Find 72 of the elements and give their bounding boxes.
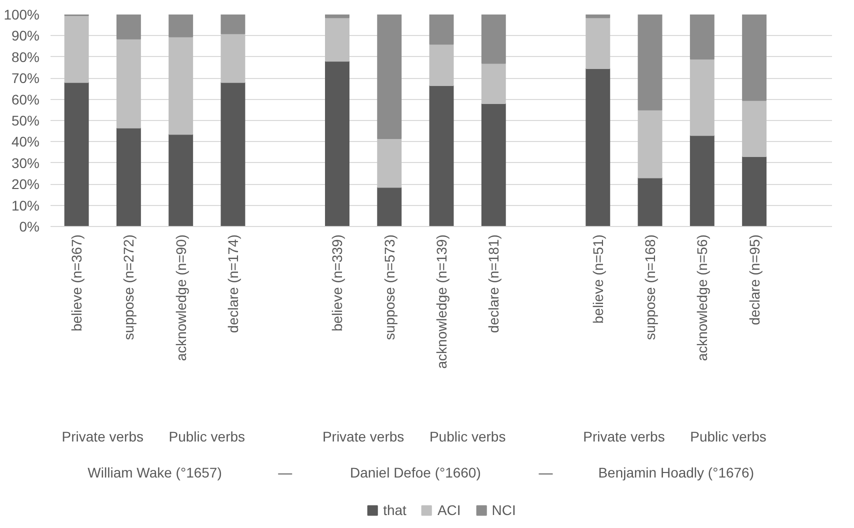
bar (116, 14, 141, 40)
y-tick-label: 90% (11, 28, 40, 44)
bar (377, 14, 402, 140)
y-tick-label: 80% (11, 48, 40, 65)
legend-label: ACI (437, 502, 461, 518)
x-tick-label: suppose (n=573) (381, 234, 398, 340)
y-tick-label: 50% (11, 112, 40, 128)
bar (690, 58, 714, 136)
text: Benjamin Hoadly (°1676) (598, 464, 754, 480)
bar (168, 14, 194, 38)
bar (638, 14, 662, 110)
text: Private verbs (322, 428, 404, 444)
bar (64, 15, 89, 83)
bar (220, 14, 246, 34)
bar (638, 109, 662, 178)
text: Public verbs (690, 428, 766, 444)
bar (742, 156, 767, 227)
x-tick-label: suppose (n=272) (120, 234, 137, 340)
bar (168, 134, 194, 227)
bar (690, 14, 714, 60)
y-tick-label: 0% (19, 218, 40, 234)
bar (429, 85, 454, 227)
x-tick-label: acknowledge (n=56) (694, 234, 710, 361)
bar (116, 127, 141, 227)
bar (429, 14, 454, 45)
x-tick-label: suppose (n=168) (642, 234, 658, 340)
bar (586, 17, 610, 70)
text: Public verbs (168, 428, 246, 444)
text: — (538, 464, 553, 480)
y-tick-label: 100% (4, 6, 40, 22)
text: Private verbs (62, 428, 144, 444)
bar (429, 44, 454, 86)
bar (481, 103, 506, 227)
bar (586, 68, 610, 227)
bar (220, 82, 246, 227)
bar (168, 36, 194, 135)
y-tick-label: 10% (11, 197, 40, 214)
text: Public verbs (429, 428, 506, 444)
x-tick-label: acknowledge (n=139) (434, 234, 450, 369)
text: William Wake (°1657) (88, 464, 222, 480)
bar (325, 60, 350, 227)
bar (220, 33, 246, 83)
y-tick-label: 60% (11, 91, 40, 108)
legend-label: that (383, 502, 406, 518)
bar (325, 17, 350, 62)
bar (742, 100, 767, 158)
bar (116, 38, 141, 128)
x-tick-label: believe (n=339) (329, 234, 346, 332)
bar (481, 14, 506, 64)
y-tick-label: 70% (11, 70, 40, 86)
y-tick-label: 40% (11, 134, 40, 150)
text: Private verbs (583, 428, 665, 444)
x-tick-label: declare (n=95) (746, 234, 762, 326)
bar (64, 82, 89, 227)
text: Daniel Defoe (°1660) (350, 464, 481, 480)
text: — (278, 464, 292, 480)
y-tick-label: 20% (11, 176, 40, 192)
x-tick-label: declare (n=181) (486, 234, 502, 333)
x-tick-label: acknowledge (n=90) (172, 234, 189, 361)
x-tick-label: believe (n=367) (68, 234, 85, 332)
bar (690, 134, 714, 227)
bar (481, 62, 506, 104)
bar (377, 138, 402, 188)
bar (325, 14, 350, 18)
bar (742, 14, 767, 101)
bar (586, 14, 610, 18)
y-tick-label: 30% (11, 154, 40, 171)
legend-label: NCI (492, 502, 516, 518)
x-tick-label: believe (n=51) (590, 234, 606, 324)
bar (638, 177, 662, 227)
bar (377, 186, 402, 227)
x-tick-label: declare (n=174) (224, 234, 241, 333)
